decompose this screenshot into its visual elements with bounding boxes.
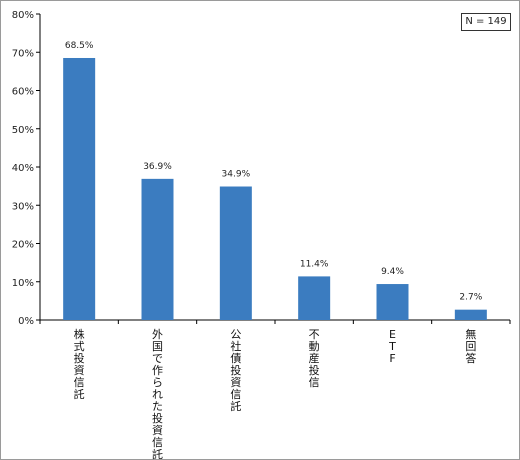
category-label: 株式投資信託 [74,327,85,401]
category-label: 外国で作られた投資信託 [152,328,163,460]
y-tick-label: 0% [18,316,34,327]
bar [454,309,487,320]
data-label: 68.5% [65,41,94,51]
bar [141,178,174,320]
y-tick-label: 40% [12,163,34,174]
y-tick-label: 80% [12,10,34,21]
data-label: 34.9% [222,170,251,180]
y-tick-label: 70% [12,48,34,59]
sample-size-label: N = 149 [461,13,511,31]
bar [219,186,252,320]
category-label: 無回答 [465,327,476,365]
y-tick-label: 60% [12,87,34,98]
y-tick-labels: 0% 10% 20% 30% 40% 50% 60% 70% 80% [12,10,34,327]
data-label: 36.9% [143,162,172,172]
data-labels: 68.5% 36.9% 34.9% 11.4% 9.4% 2.7% [65,41,483,303]
y-tick-label: 30% [12,201,34,212]
data-label: 11.4% [300,259,329,269]
category-label: 公社債投資信託 [230,328,241,413]
bar [376,284,409,320]
axes [36,13,511,324]
bar [63,57,96,321]
category-label: 不動産投信 [309,328,320,389]
y-tick-label: 50% [12,125,34,136]
y-tick-label: 10% [12,278,34,289]
bars [63,57,487,321]
y-tick-label: 20% [12,240,34,251]
data-label: 2.7% [459,293,482,303]
data-label: 9.4% [381,267,404,277]
bar [298,276,331,320]
category-labels: 株式投資信託 外国で作られた投資信託 公社債投資信託 不動産投信 E T F 無回答 [74,327,477,460]
